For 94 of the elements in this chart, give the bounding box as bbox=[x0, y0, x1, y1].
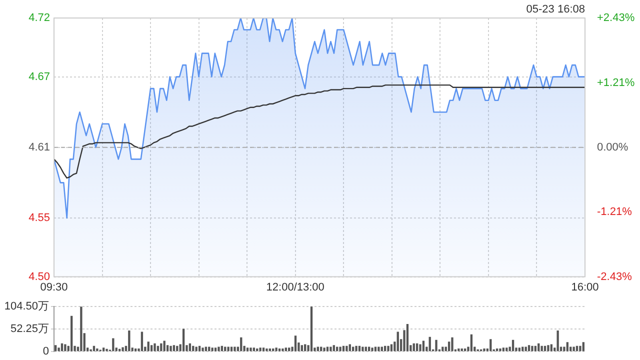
y2-tick-label: +1.21% bbox=[597, 77, 635, 89]
bar bbox=[566, 342, 568, 352]
bar bbox=[262, 348, 265, 352]
bar bbox=[266, 348, 268, 352]
bar bbox=[288, 348, 290, 352]
bar bbox=[524, 346, 527, 352]
bar bbox=[435, 340, 438, 352]
bar bbox=[282, 348, 284, 352]
bar bbox=[102, 348, 105, 352]
bar bbox=[378, 346, 380, 352]
bar bbox=[150, 345, 153, 352]
bar bbox=[128, 330, 130, 352]
bar bbox=[579, 346, 582, 352]
text: 05-23 16:08 bbox=[526, 4, 585, 16]
y-tick-label: 0 bbox=[42, 345, 49, 358]
bar bbox=[284, 348, 287, 352]
bar bbox=[211, 348, 214, 352]
bar bbox=[348, 344, 351, 352]
bar bbox=[58, 348, 60, 352]
y-tick-label: 104.50万 bbox=[4, 300, 49, 313]
bar bbox=[550, 344, 552, 352]
bar bbox=[506, 348, 508, 352]
y-tick-label: 4.67 bbox=[28, 70, 50, 83]
bar bbox=[582, 342, 584, 352]
bar bbox=[547, 345, 550, 352]
bar bbox=[294, 336, 297, 352]
bar bbox=[106, 348, 108, 352]
y2-tick-label: +2.43% bbox=[597, 12, 635, 24]
bar bbox=[300, 345, 303, 352]
bar bbox=[80, 306, 82, 352]
bar bbox=[499, 348, 502, 352]
bar bbox=[556, 330, 559, 352]
bar bbox=[490, 339, 492, 352]
bar bbox=[96, 348, 98, 352]
bar bbox=[246, 348, 249, 352]
bar bbox=[572, 346, 575, 352]
bar bbox=[140, 332, 144, 352]
y-tick-label: 4.61 bbox=[28, 141, 50, 154]
y2-tick-label: 0.00% bbox=[597, 141, 628, 154]
bar bbox=[355, 346, 358, 352]
y-tick-label: 4.50 bbox=[28, 270, 50, 283]
x-tick-label: 16:00 bbox=[571, 281, 599, 294]
bar bbox=[362, 346, 364, 352]
x-tick-label: 09:30 bbox=[40, 281, 68, 294]
bar bbox=[330, 346, 332, 352]
bar bbox=[64, 344, 66, 352]
bar bbox=[323, 348, 326, 352]
bar bbox=[182, 328, 185, 352]
bar bbox=[172, 345, 176, 352]
bar bbox=[387, 346, 390, 352]
bar bbox=[250, 348, 252, 352]
y-tick-label: 4.55 bbox=[28, 212, 50, 224]
bar bbox=[166, 345, 169, 352]
bar bbox=[419, 344, 422, 352]
y2-tick-label: -1.21% bbox=[597, 206, 632, 218]
bar bbox=[512, 340, 514, 352]
y-tick-label: 4.72 bbox=[28, 12, 50, 24]
bar bbox=[531, 346, 534, 352]
bar bbox=[528, 345, 530, 352]
bar bbox=[396, 332, 399, 352]
bar bbox=[448, 342, 450, 352]
bar bbox=[332, 345, 335, 352]
bar bbox=[234, 346, 236, 352]
bar bbox=[214, 348, 217, 352]
bar bbox=[122, 347, 124, 352]
bar bbox=[304, 344, 306, 352]
y-tick-label: 52.25万 bbox=[10, 323, 49, 336]
bar bbox=[470, 334, 473, 352]
bar bbox=[339, 346, 342, 352]
bar bbox=[390, 344, 393, 352]
bar bbox=[54, 345, 57, 352]
bar bbox=[259, 348, 262, 352]
bar bbox=[310, 306, 313, 352]
bar bbox=[540, 346, 543, 352]
bar bbox=[70, 316, 73, 352]
bar bbox=[252, 348, 256, 352]
bar bbox=[218, 346, 220, 352]
bar bbox=[154, 343, 156, 352]
y2-tick-label: -2.43% bbox=[597, 270, 632, 283]
bar bbox=[275, 348, 278, 352]
bar bbox=[371, 348, 374, 352]
bar bbox=[502, 348, 505, 352]
bar bbox=[202, 348, 204, 352]
bar bbox=[240, 337, 242, 352]
bar bbox=[147, 342, 150, 352]
bar bbox=[170, 346, 172, 352]
bar bbox=[112, 338, 114, 352]
bar bbox=[483, 348, 486, 352]
bar bbox=[518, 348, 521, 352]
bar bbox=[346, 346, 348, 352]
bar bbox=[428, 336, 431, 352]
x-tick-label: 12:00/13:00 bbox=[266, 281, 324, 294]
bar bbox=[406, 324, 409, 352]
bar bbox=[451, 337, 454, 352]
